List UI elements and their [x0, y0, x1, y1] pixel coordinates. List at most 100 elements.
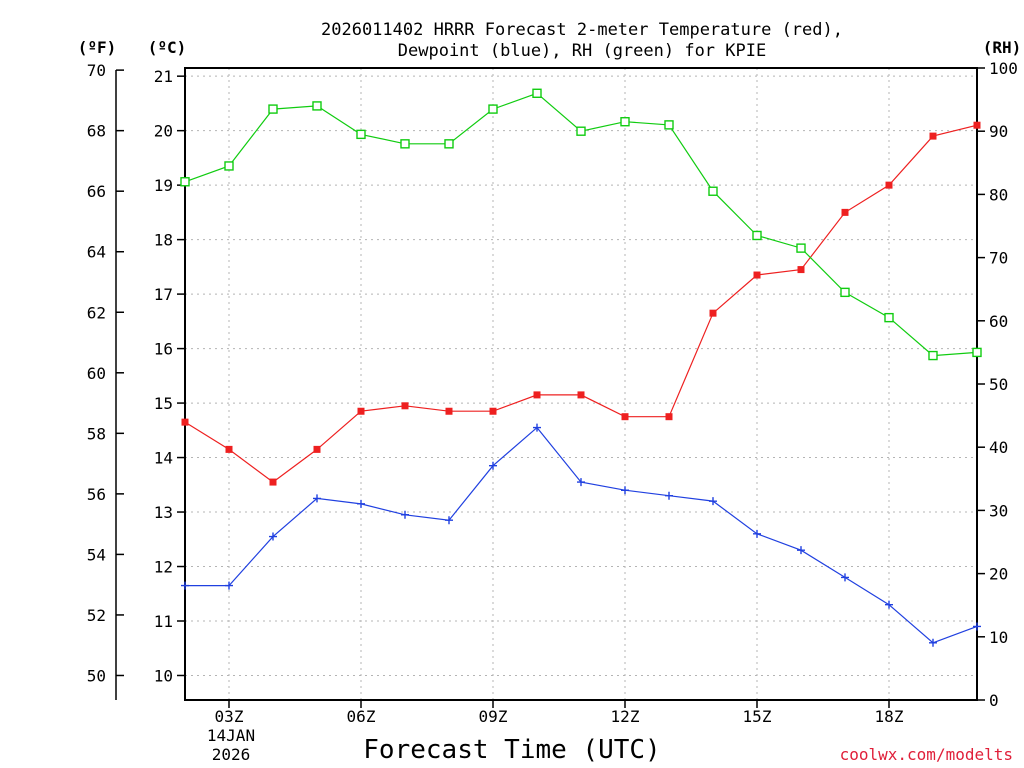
rh-point	[532, 88, 542, 98]
celsius-tick-label: 18	[154, 231, 173, 250]
rh-point	[576, 126, 586, 136]
x-tick-label: 18Z	[875, 707, 904, 726]
rh-point	[488, 104, 498, 114]
rh-point	[620, 117, 630, 127]
rh-point	[664, 120, 674, 130]
credit-text: coolwx.com/modelts	[840, 745, 1013, 764]
x-tick-label: 09Z	[479, 707, 508, 726]
dewpoint-point	[313, 494, 321, 503]
dewpoint-point	[885, 600, 893, 609]
temperature-point	[533, 391, 541, 399]
x-tick-label: 15Z	[743, 707, 772, 726]
rh-point	[708, 186, 718, 196]
celsius-tick-label: 15	[154, 394, 173, 413]
celsius-tick-label: 10	[154, 666, 173, 685]
dewpoint-point	[973, 622, 981, 631]
temperature-point	[753, 271, 761, 279]
series-dewpoint	[181, 423, 981, 647]
celsius-tick-label: 19	[154, 176, 173, 195]
temperature-point	[181, 418, 189, 426]
series-layer	[180, 88, 982, 647]
temperature-point	[841, 208, 849, 216]
dewpoint-point	[181, 581, 189, 590]
grid-lines	[185, 68, 977, 700]
x-tick-label: 06Z	[347, 707, 376, 726]
temperature-line	[184, 124, 978, 483]
celsius-tick-label: 21	[154, 67, 173, 86]
temperature-point	[225, 445, 233, 453]
temperature-point	[973, 121, 981, 129]
dewpoint-point	[929, 638, 937, 647]
rh-axis: 0 10 20 30 40 50 60 70 80 90 100	[977, 59, 1018, 710]
fahrenheit-tick-label: 56	[87, 485, 106, 504]
celsius-tick-label: 20	[154, 122, 173, 141]
rh-tick-label: 20	[989, 565, 1008, 584]
rh-point	[356, 129, 366, 140]
rh-tick-label: 90	[989, 122, 1008, 141]
rh-point	[444, 139, 454, 149]
rh-tick-label: 50	[989, 375, 1008, 394]
rh-point	[796, 243, 806, 253]
temperature-point	[401, 402, 409, 410]
rh-tick-label: 40	[989, 438, 1008, 457]
temperature-point	[885, 181, 893, 189]
chart-title-line2: Dewpoint (blue), RH (green) for KPIE	[398, 41, 766, 61]
fahrenheit-tick-label: 70	[87, 61, 106, 80]
date-label-day: 14JAN	[207, 726, 255, 745]
rh-tick-label: 10	[989, 628, 1008, 647]
celsius-tick-label: 13	[154, 503, 173, 522]
dewpoint-point	[357, 499, 365, 508]
x-tick-label: 12Z	[611, 707, 640, 726]
temperature-point	[621, 413, 629, 421]
rh-tick-label: 0	[989, 691, 999, 710]
rh-point	[840, 287, 850, 298]
series-temperature	[181, 121, 981, 486]
celsius-tick-label: 12	[154, 558, 173, 577]
rh-tick-label: 100	[989, 59, 1018, 78]
rh-tick-label: 80	[989, 185, 1008, 204]
rh-point	[312, 101, 322, 111]
temperature-point	[797, 266, 805, 274]
plot-frame	[184, 67, 978, 701]
celsius-tick-label: 17	[154, 285, 173, 304]
date-label-year: 2026	[212, 745, 251, 764]
rh-point	[884, 312, 894, 323]
x-axis-label: Forecast Time (UTC)	[363, 735, 660, 765]
celsius-axis: 10 11 12 13 14 15 16 17 18 19 20 21	[154, 67, 185, 685]
dewpoint-point	[445, 516, 453, 525]
rh-point	[928, 350, 938, 361]
fahrenheit-tick-label: 66	[87, 182, 106, 201]
dewpoint-point	[533, 423, 541, 432]
dewpoint-point	[489, 461, 497, 470]
chart-title-line1: 2026011402 HRRR Forecast 2-meter Tempera…	[321, 20, 843, 40]
temperature-point	[665, 413, 673, 421]
fahrenheit-tick-label: 62	[87, 303, 106, 322]
temperature-point	[709, 309, 717, 317]
fahrenheit-tick-label: 58	[87, 424, 106, 443]
rh-point	[972, 347, 982, 358]
dewpoint-point	[841, 573, 849, 582]
temperature-point	[489, 407, 497, 415]
dewpoint-point	[709, 497, 717, 506]
dewpoint-point	[269, 532, 277, 541]
celsius-tick-label: 14	[154, 449, 173, 468]
temperature-point	[577, 391, 585, 399]
series-rh	[180, 88, 982, 361]
rh-point	[224, 161, 234, 171]
dewpoint-point	[225, 581, 233, 590]
dewpoint-point	[665, 491, 673, 500]
fahrenheit-tick-label: 64	[87, 243, 106, 262]
dewpoint-point	[577, 478, 585, 487]
dewpoint-point	[401, 510, 409, 519]
fahrenheit-tick-label: 60	[87, 364, 106, 383]
x-tick-label: 03Z	[215, 707, 244, 726]
rh-point	[268, 104, 278, 114]
temperature-point	[357, 407, 365, 415]
temperature-point	[929, 132, 937, 140]
fahrenheit-tick-label: 50	[87, 666, 106, 685]
fahrenheit-tick-label: 54	[87, 545, 106, 564]
temperature-point	[269, 478, 277, 486]
rh-tick-label: 60	[989, 312, 1008, 331]
rh-tick-label: 30	[989, 501, 1008, 520]
